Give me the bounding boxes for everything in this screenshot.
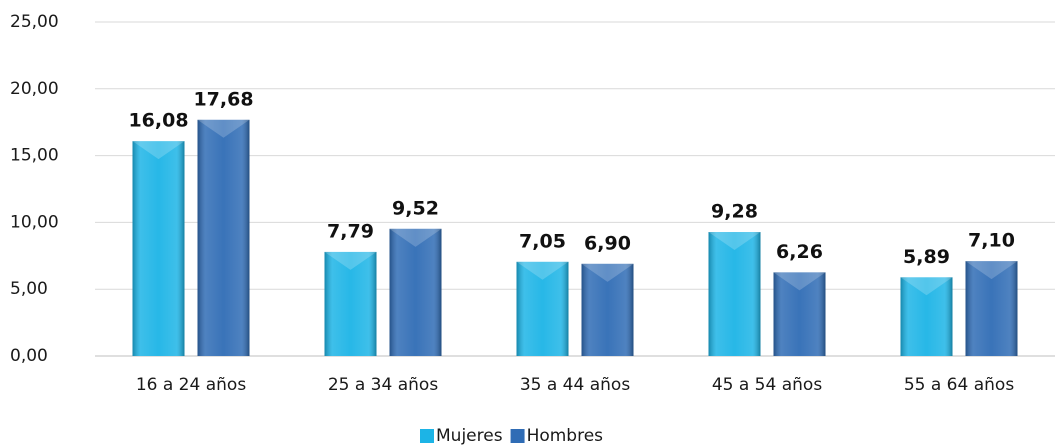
bar-bevel (197, 119, 250, 138)
x-tick-label: 55 a 64 años (904, 375, 1014, 395)
bar-bevel (132, 141, 185, 160)
y-tick-label: 0,00 (10, 346, 48, 366)
bar-bevel (324, 251, 377, 270)
x-tick-label: 16 a 24 años (136, 375, 246, 395)
legend-label: Mujeres (436, 426, 503, 446)
data-label: 9,28 (711, 201, 758, 223)
data-label: 6,26 (776, 241, 823, 263)
data-label: 7,10 (968, 230, 1015, 252)
bar-bevel (389, 228, 442, 247)
legend-swatch (420, 429, 434, 443)
legend-swatch (510, 429, 525, 443)
legend-label: Hombres (527, 426, 604, 446)
bar-bevel (516, 261, 569, 280)
data-label: 5,89 (903, 246, 950, 268)
bar (132, 141, 185, 356)
y-tick-label: 25,00 (10, 12, 59, 32)
bar-bevel (965, 261, 1018, 280)
x-tick-label: 25 a 34 años (328, 375, 438, 395)
y-tick-label: 20,00 (10, 79, 59, 99)
y-tick-label: 10,00 (10, 212, 59, 232)
y-tick-label: 5,00 (10, 279, 48, 299)
bar (197, 119, 250, 356)
data-label: 9,52 (392, 197, 439, 219)
y-tick-label: 15,00 (10, 146, 59, 166)
bar-bevel (708, 232, 761, 251)
bar (389, 228, 442, 356)
x-tick-label: 35 a 44 años (520, 375, 630, 395)
bar (708, 232, 761, 356)
bar-bevel (581, 263, 634, 282)
data-label: 16,08 (128, 110, 188, 132)
data-label: 7,05 (519, 230, 566, 252)
x-tick-label: 45 a 54 años (712, 375, 822, 395)
bar-bevel (900, 277, 953, 296)
data-label: 17,68 (193, 88, 253, 110)
bar-bevel (773, 272, 826, 291)
data-label: 6,90 (584, 232, 631, 254)
data-label: 7,79 (327, 220, 374, 242)
